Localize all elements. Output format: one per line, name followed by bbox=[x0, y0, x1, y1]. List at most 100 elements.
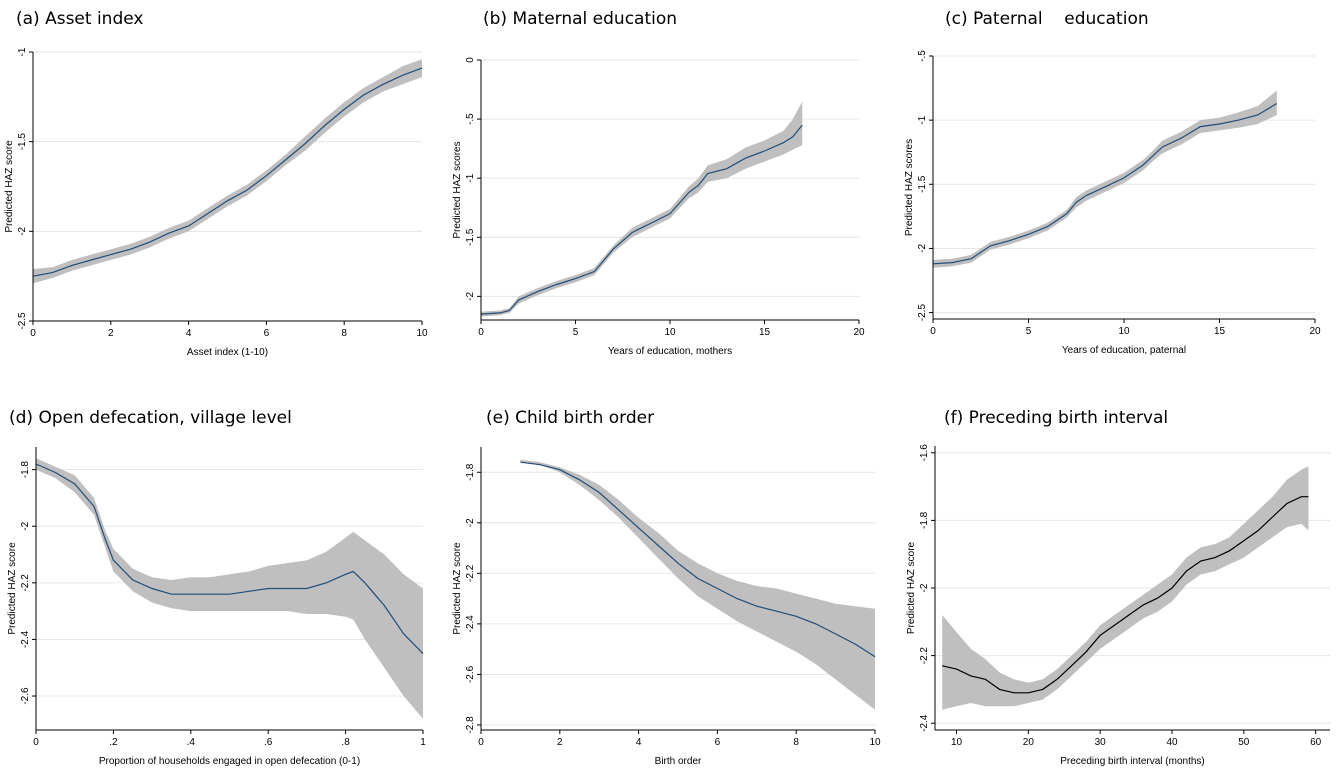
y-tick-label: -.5 bbox=[917, 50, 928, 62]
x-tick-label: 5 bbox=[573, 327, 579, 338]
x-axis-title: Asset index (1-10) bbox=[187, 347, 268, 358]
x-axis-title: Birth order bbox=[655, 756, 702, 767]
chart-panel-5: (f) Preceding birth interval -2.4 -2.2 -2 -1… bbox=[906, 408, 1330, 767]
x-tick-label: 4 bbox=[636, 737, 642, 748]
y-tick-label: -1.5 bbox=[17, 133, 28, 151]
x-tick-label: 20 bbox=[1309, 326, 1321, 337]
x-tick-label: 2 bbox=[557, 737, 563, 748]
confidence-band bbox=[520, 459, 875, 710]
x-tick-label: 10 bbox=[951, 737, 963, 748]
chart-title: (a) Asset index bbox=[16, 9, 143, 29]
x-tick-label: .6 bbox=[264, 737, 273, 748]
y-tick-label: -2.4 bbox=[919, 714, 930, 732]
chart-title: (f) Preceding birth interval bbox=[944, 408, 1168, 428]
chart-panel-2: (c) Paternal education -2.5 -2 -1.5 -1 -.5 0 5 1… bbox=[904, 9, 1321, 356]
y-tick-label: -1 bbox=[17, 47, 28, 56]
confidence-band bbox=[942, 466, 1309, 710]
x-tick-label: 0 bbox=[478, 737, 484, 748]
y-tick-label: -2.6 bbox=[20, 687, 31, 705]
x-tick-label: 4 bbox=[186, 328, 192, 339]
y-axis-title: Predicted HAZ score bbox=[452, 542, 463, 635]
y-tick-label: -1.8 bbox=[465, 463, 476, 481]
y-tick-label: -2.2 bbox=[465, 564, 476, 582]
y-tick-label: -2.8 bbox=[465, 716, 476, 734]
chart-panel-3: (d) Open defecation, village level-2.6-2… bbox=[7, 408, 426, 767]
y-tick-label: -2.2 bbox=[919, 647, 930, 665]
y-axis-title: Predicted HAZ scores bbox=[452, 141, 463, 238]
x-tick-label: 50 bbox=[1238, 737, 1250, 748]
y-tick-label: -2.5 bbox=[17, 312, 28, 330]
x-tick-label: 2 bbox=[108, 328, 114, 339]
chart-panel-1: (b) Maternal education -2 -1.5 -1 -.5 0 0 5 10 15… bbox=[452, 9, 865, 357]
x-tick-label: 0 bbox=[930, 326, 936, 337]
x-tick-label: 10 bbox=[664, 327, 676, 338]
x-tick-label: 15 bbox=[1214, 326, 1226, 337]
y-tick-label: -1 bbox=[917, 115, 928, 124]
y-tick-label: -1.8 bbox=[20, 461, 31, 479]
x-tick-label: .2 bbox=[109, 737, 118, 748]
y-tick-label: -2.6 bbox=[465, 665, 476, 683]
x-tick-label: 6 bbox=[715, 737, 721, 748]
x-tick-label: 5 bbox=[1026, 326, 1032, 337]
y-tick-label: 0 bbox=[465, 57, 476, 63]
x-tick-label: 8 bbox=[341, 328, 347, 339]
x-tick-label: 1 bbox=[420, 737, 426, 748]
y-tick-label: -2 bbox=[919, 583, 930, 592]
x-tick-label: 10 bbox=[869, 737, 881, 748]
y-tick-label: -2 bbox=[465, 518, 476, 527]
x-axis-title: Years of education, mothers bbox=[608, 346, 732, 357]
y-tick-label: -2.4 bbox=[465, 615, 476, 633]
y-tick-label: -2 bbox=[917, 244, 928, 253]
y-tick-label: -1.8 bbox=[919, 511, 930, 529]
x-tick-label: 0 bbox=[33, 737, 39, 748]
y-tick-label: -2 bbox=[17, 226, 28, 235]
x-tick-label: 30 bbox=[1095, 737, 1107, 748]
y-axis-title: Predicted HAZ scores bbox=[904, 139, 915, 236]
y-tick-label: -1 bbox=[465, 173, 476, 182]
confidence-band bbox=[33, 59, 422, 284]
x-tick-label: 40 bbox=[1166, 737, 1178, 748]
y-axis-title: Predicted HAZ score bbox=[906, 541, 917, 634]
x-tick-label: .4 bbox=[187, 737, 196, 748]
y-tick-label: -2.2 bbox=[20, 574, 31, 592]
chart-title: (d) Open defecation, village level bbox=[9, 408, 292, 428]
y-axis-title: Predicted HAZ score bbox=[7, 542, 18, 635]
fit-line bbox=[35, 463, 424, 655]
x-axis-title: Proportion of households engaged in open… bbox=[99, 756, 360, 767]
chart-title: (c) Paternal education bbox=[945, 9, 1149, 29]
y-tick-label: -2 bbox=[20, 521, 31, 530]
confidence-band bbox=[933, 90, 1277, 268]
y-tick-label: -2.5 bbox=[917, 304, 928, 322]
confidence-band bbox=[36, 458, 423, 719]
y-tick-label: -2.4 bbox=[20, 630, 31, 648]
y-tick-label: -2 bbox=[465, 291, 476, 300]
x-tick-label: 0 bbox=[478, 327, 484, 338]
y-axis-title: Predicted HAZ score bbox=[4, 140, 15, 233]
x-tick-label: 20 bbox=[1023, 737, 1035, 748]
x-tick-label: 20 bbox=[853, 327, 865, 338]
fit-line bbox=[32, 67, 423, 277]
x-axis-title: Years of education, paternal bbox=[1062, 345, 1186, 356]
fit-line bbox=[932, 102, 1278, 265]
x-tick-label: 10 bbox=[416, 328, 428, 339]
confidence-band bbox=[481, 101, 803, 317]
fit-line bbox=[520, 461, 876, 658]
x-tick-label: 10 bbox=[1118, 326, 1130, 337]
y-tick-label: -1.5 bbox=[917, 175, 928, 193]
x-tick-label: 6 bbox=[264, 328, 270, 339]
fit-line bbox=[942, 496, 1309, 694]
x-tick-label: 60 bbox=[1310, 737, 1322, 748]
fit-line bbox=[480, 124, 803, 315]
x-tick-label: 0 bbox=[30, 328, 36, 339]
y-tick-label: -1.6 bbox=[919, 444, 930, 462]
x-tick-label: 15 bbox=[759, 327, 771, 338]
x-tick-label: 8 bbox=[793, 737, 799, 748]
y-tick-label: -1.5 bbox=[465, 228, 476, 246]
chart-panel-0: (a) Asset index -2.5 -2 -1.5 -1 0 2 4 6 8 10 Asset … bbox=[4, 9, 428, 358]
chart-title: (b) Maternal education bbox=[483, 9, 677, 29]
y-tick-label: -.5 bbox=[465, 113, 476, 125]
chart-panel-4: (e) Child birth order -2.8 -2.6 -2.4 -2.2 -2 -… bbox=[452, 408, 881, 767]
chart-title: (e) Child birth order bbox=[486, 408, 654, 428]
x-tick-label: .8 bbox=[341, 737, 350, 748]
